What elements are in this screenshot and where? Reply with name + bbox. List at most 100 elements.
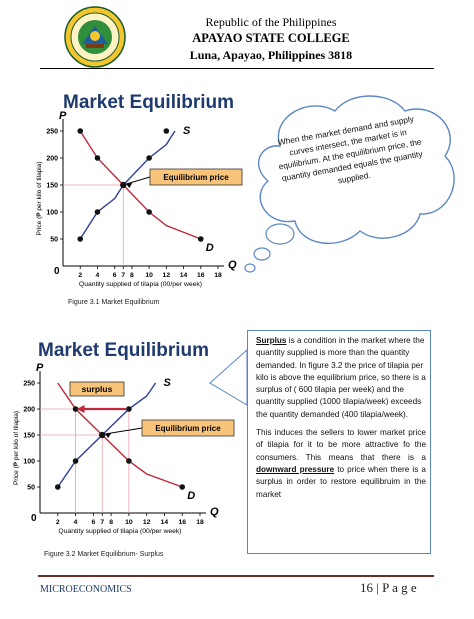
callout-arrowhead <box>105 433 112 438</box>
origin-label: 0 <box>31 513 37 524</box>
origin-label: 0 <box>54 266 60 277</box>
surplus-p2-start: This induces the sellers to lower market… <box>256 428 426 462</box>
equilibrium-point <box>120 181 127 189</box>
downward-pressure-term: downward pressure <box>256 464 335 474</box>
equilibrium-callout <box>141 419 235 437</box>
surplus-explanation-box <box>247 330 431 554</box>
x-tick-label: 4 <box>96 272 100 279</box>
x-tick-label: 6 <box>91 519 95 526</box>
point-S <box>94 209 101 215</box>
surplus-callout <box>69 381 125 397</box>
y-tick-label: 250 <box>46 129 58 136</box>
x-tick-label: 6 <box>113 272 117 279</box>
quantity-axis-letter: Q <box>210 506 219 518</box>
x-tick-label: 2 <box>78 272 82 279</box>
equilibrium-callout-label: Equilibrium price <box>163 173 229 182</box>
header-college: APAYAO STATE COLLEGE <box>192 31 350 45</box>
curve-label-D: D <box>206 242 214 254</box>
x-tick-label: 4 <box>74 519 78 526</box>
curve-label-D: D <box>187 490 195 502</box>
y-tick-label: 200 <box>23 407 35 414</box>
equilibrium-callout <box>149 168 243 186</box>
x-tick-label: 7 <box>121 272 125 279</box>
point-S <box>77 236 84 242</box>
y-axis-label: Price (₱ per kilo of tilapia) <box>13 411 20 485</box>
x-tick-label: 7 <box>100 519 104 526</box>
surplus-definition: is a condition in the market where the q… <box>256 336 426 419</box>
x-tick-label: 2 <box>56 519 60 526</box>
surplus-callout-label: surplus <box>82 384 113 394</box>
chart-figure1: 50 100 150 200 250 2 4 6 7 8 10 12 14 16 18 Quantity su… <box>36 110 243 288</box>
x-tick-label: 10 <box>145 272 153 279</box>
header-address: Luna, Apayao, Philippines 3818 <box>189 48 353 62</box>
surplus-term: Surplus <box>256 336 287 345</box>
curve-S <box>57 382 157 488</box>
header-divider <box>40 68 434 69</box>
surplus-box-pointer <box>209 348 248 406</box>
surplus-paragraph-1: Surplus is a condition in the market whe… <box>256 335 426 421</box>
point-S <box>126 406 132 412</box>
price-axis-letter: P <box>59 110 67 122</box>
curve-D <box>79 130 202 240</box>
x-tick-label: 18 <box>214 272 222 279</box>
point-D <box>72 406 79 412</box>
y-tick-label: 250 <box>23 381 35 388</box>
point-D <box>77 128 84 134</box>
surplus-explanation-text: Surplus is a condition in the market whe… <box>256 335 426 507</box>
page-header: Republic of the Philippines APAYAO STATE… <box>0 0 474 70</box>
header-republic: Republic of the Philippines <box>205 15 337 29</box>
point-D <box>126 458 132 464</box>
x-tick-label: 14 <box>161 519 169 526</box>
x-tick-label: 10 <box>125 519 133 526</box>
footer-subject: MICROECONOMICS <box>40 584 132 595</box>
point-S <box>163 128 170 134</box>
surplus-p2-end: to price when there is a surplus in orde… <box>256 464 426 499</box>
figure1-title: Market Equilibrium <box>63 92 235 113</box>
y-axis-label: Price (₱ per kilo of tilapia) <box>36 161 43 235</box>
y-tick-label: 100 <box>23 459 35 466</box>
quantity-axis-letter: Q <box>228 259 237 271</box>
page-number: 16 | P a g e <box>360 580 417 595</box>
equilibrium-point <box>99 431 106 439</box>
callout-arrow <box>126 176 151 185</box>
x-axis-label: Quantity supplied of tilapia (00/per wee… <box>79 281 202 288</box>
thought-cloud <box>244 95 455 273</box>
x-tick-label: 8 <box>130 272 134 279</box>
point-S <box>54 484 61 490</box>
footer-divider <box>38 575 434 577</box>
curve-label-S: S <box>164 377 172 389</box>
curve-label-S: S <box>183 125 191 137</box>
y-tick-label: 150 <box>46 183 58 190</box>
y-tick-label: 50 <box>27 485 35 492</box>
equilibrium-callout-label: Equilibrium price <box>155 424 221 433</box>
x-axis-label: Quantity supplied of tilapia (00/per wee… <box>58 528 181 535</box>
y-tick-label: 150 <box>23 433 35 440</box>
y-tick-label: 200 <box>46 156 58 163</box>
price-axis-letter: P <box>36 362 44 374</box>
x-tick-label: 14 <box>180 272 188 279</box>
figure2-caption: Figure 3.2 Market Equilibrium- Surplus <box>44 551 164 558</box>
figure1-caption: Figure 3.1 Market Equilibrium <box>68 299 160 306</box>
surplus-arrowhead <box>76 405 85 413</box>
x-tick-label: 12 <box>143 519 151 526</box>
figure2-title: Market Equilibrium <box>38 340 210 361</box>
y-tick-label: 100 <box>46 210 58 217</box>
surplus-paragraph-2: This induces the sellers to lower market… <box>256 427 426 501</box>
x-tick-label: 8 <box>109 519 113 526</box>
point-D <box>197 236 204 242</box>
point-D <box>179 484 186 490</box>
x-tick-label: 16 <box>197 272 205 279</box>
callout-arrow <box>105 427 143 435</box>
point-S <box>146 155 152 161</box>
x-tick-label: 12 <box>163 272 171 279</box>
point-S <box>72 458 79 464</box>
callout-arrowhead <box>126 183 133 188</box>
point-D <box>146 209 152 215</box>
chart-figure2: 50 100 150 200 250 2 4 6 7 8 10 12 14 16 18 Quantity su… <box>13 348 248 535</box>
curve-D <box>57 382 183 488</box>
x-tick-label: 16 <box>178 519 186 526</box>
point-D <box>94 155 101 161</box>
college-seal-icon <box>64 6 126 68</box>
y-tick-label: 50 <box>50 237 58 244</box>
